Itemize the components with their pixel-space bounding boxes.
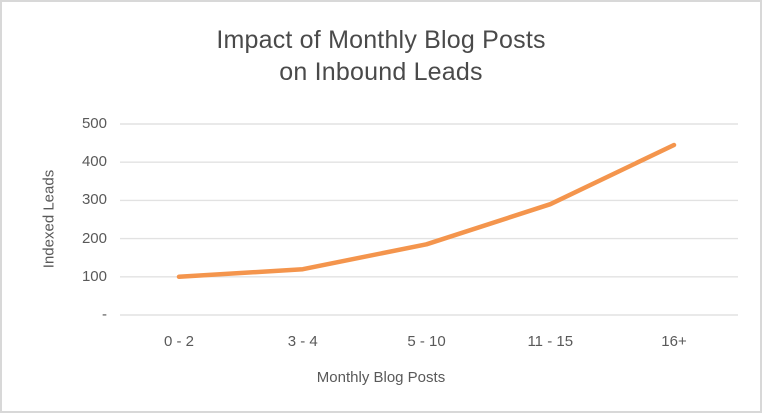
y-axis-title: Indexed Leads bbox=[40, 169, 58, 269]
chart-title: Impact of Monthly Blog Posts on Inbound … bbox=[2, 24, 760, 88]
y-tick-label: 200 bbox=[81, 229, 107, 247]
x-tick-label: 0 - 2 bbox=[163, 333, 194, 350]
y-tick-label: 300 bbox=[81, 191, 107, 209]
y-tick-label: - bbox=[102, 306, 107, 323]
y-tick-label: 100 bbox=[81, 267, 107, 285]
y-tick-label: 500 bbox=[81, 115, 107, 132]
x-tick-label: 3 - 4 bbox=[287, 333, 318, 350]
x-tick-label: 5 - 10 bbox=[407, 333, 446, 350]
x-axis-title: Monthly Blog Posts bbox=[316, 369, 446, 386]
x-tick-label: 11 - 15 bbox=[527, 333, 574, 350]
y-tick-label: 400 bbox=[81, 153, 107, 171]
x-tick-label: 16+ bbox=[661, 333, 687, 350]
series-line bbox=[176, 142, 677, 280]
chart-title-line-2: on Inbound Leads bbox=[279, 58, 483, 86]
chart-title-line-1: Impact of Monthly Blog Posts bbox=[216, 26, 546, 54]
